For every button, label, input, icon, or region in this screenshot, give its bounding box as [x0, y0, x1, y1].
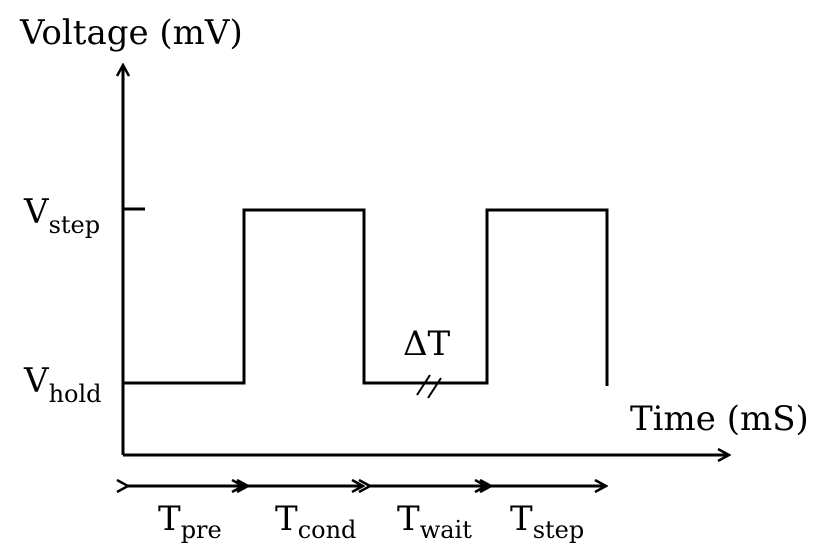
break-mark-1 [416, 374, 431, 396]
v-hold-label: Vhold [23, 361, 102, 408]
break-mark-2 [427, 377, 442, 399]
interval-label-step: Tstep [510, 499, 584, 544]
delta-t-label: ΔT [403, 324, 451, 364]
x-axis-label: Time (mS) [630, 399, 809, 439]
v-step-label: Vstep [23, 192, 100, 239]
interval-label-wait: Twait [397, 499, 472, 544]
voltage-waveform [123, 208, 609, 386]
y-axis-label: Voltage (mV) [19, 13, 243, 53]
interval-label-cond: Tcond [275, 499, 356, 544]
interval-label-pre: Tpre [158, 499, 222, 544]
